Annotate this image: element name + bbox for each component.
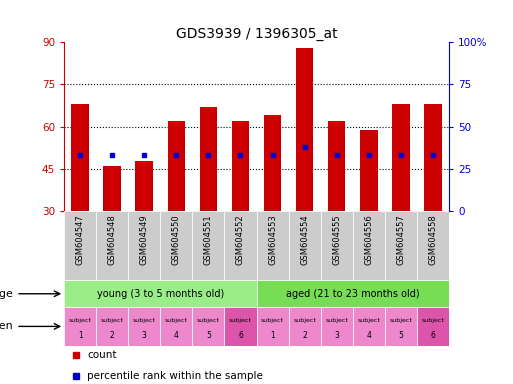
Text: 6: 6 [430,331,436,341]
Bar [385,211,417,280]
Bar [96,307,128,346]
Text: aged (21 to 23 months old): aged (21 to 23 months old) [286,289,420,299]
Bar [288,211,321,280]
Text: GSM604557: GSM604557 [396,215,405,265]
Text: age: age [0,289,13,299]
Text: GSM604551: GSM604551 [204,215,213,265]
Text: subject: subject [197,318,220,323]
Bar [264,116,281,211]
Bar [64,280,256,307]
Bar [328,121,345,211]
Bar [200,107,217,211]
Text: GSM604548: GSM604548 [108,215,117,265]
Text: GSM604549: GSM604549 [140,215,149,265]
Bar [360,129,378,211]
Text: 2: 2 [302,331,307,341]
Text: percentile rank within the sample: percentile rank within the sample [87,371,263,381]
Bar [296,48,313,211]
Bar [71,104,89,211]
Bar [256,280,449,307]
Bar [128,211,160,280]
Text: GSM604552: GSM604552 [236,215,245,265]
Bar [256,211,288,280]
Text: subject: subject [293,318,316,323]
Text: subject: subject [261,318,284,323]
Text: GSM604558: GSM604558 [428,215,438,265]
Bar [160,211,192,280]
Text: 2: 2 [110,331,114,341]
Text: subject: subject [69,318,92,323]
Bar [321,211,353,280]
Text: 4: 4 [174,331,179,341]
Bar [96,211,128,280]
Bar [424,104,442,211]
Bar [192,307,225,346]
Bar [64,307,96,346]
Title: GDS3939 / 1396305_at: GDS3939 / 1396305_at [175,27,338,41]
Text: specimen: specimen [0,321,13,331]
Text: subject: subject [101,318,124,323]
Text: GSM604547: GSM604547 [75,215,85,265]
Text: subject: subject [325,318,348,323]
Bar [135,161,153,211]
Text: count: count [87,350,117,360]
Bar [192,211,225,280]
Bar [353,211,385,280]
Text: subject: subject [165,318,188,323]
Bar [104,166,121,211]
Text: 1: 1 [270,331,275,341]
Text: subject: subject [421,318,444,323]
Bar [417,211,449,280]
Text: GSM604550: GSM604550 [172,215,181,265]
Text: GSM604553: GSM604553 [268,215,277,265]
Text: subject: subject [229,318,252,323]
Text: GSM604556: GSM604556 [364,215,373,265]
Bar [64,211,96,280]
Bar [225,211,256,280]
Text: 3: 3 [142,331,147,341]
Bar [417,307,449,346]
Text: 5: 5 [206,331,211,341]
Text: subject: subject [389,318,412,323]
Text: subject: subject [357,318,380,323]
Bar [321,307,353,346]
Text: GSM604554: GSM604554 [300,215,309,265]
Bar [232,121,249,211]
Bar [288,307,321,346]
Text: 1: 1 [78,331,83,341]
Text: young (3 to 5 months old): young (3 to 5 months old) [96,289,224,299]
Bar [392,104,409,211]
Text: GSM604555: GSM604555 [332,215,341,265]
Bar [385,307,417,346]
Bar [128,307,160,346]
Bar [168,121,185,211]
Bar [353,307,385,346]
Text: 4: 4 [366,331,371,341]
Text: 5: 5 [398,331,403,341]
Bar [160,307,192,346]
Bar [225,307,256,346]
Text: 3: 3 [334,331,339,341]
Bar [256,307,288,346]
Text: subject: subject [133,318,156,323]
Text: 6: 6 [238,331,243,341]
